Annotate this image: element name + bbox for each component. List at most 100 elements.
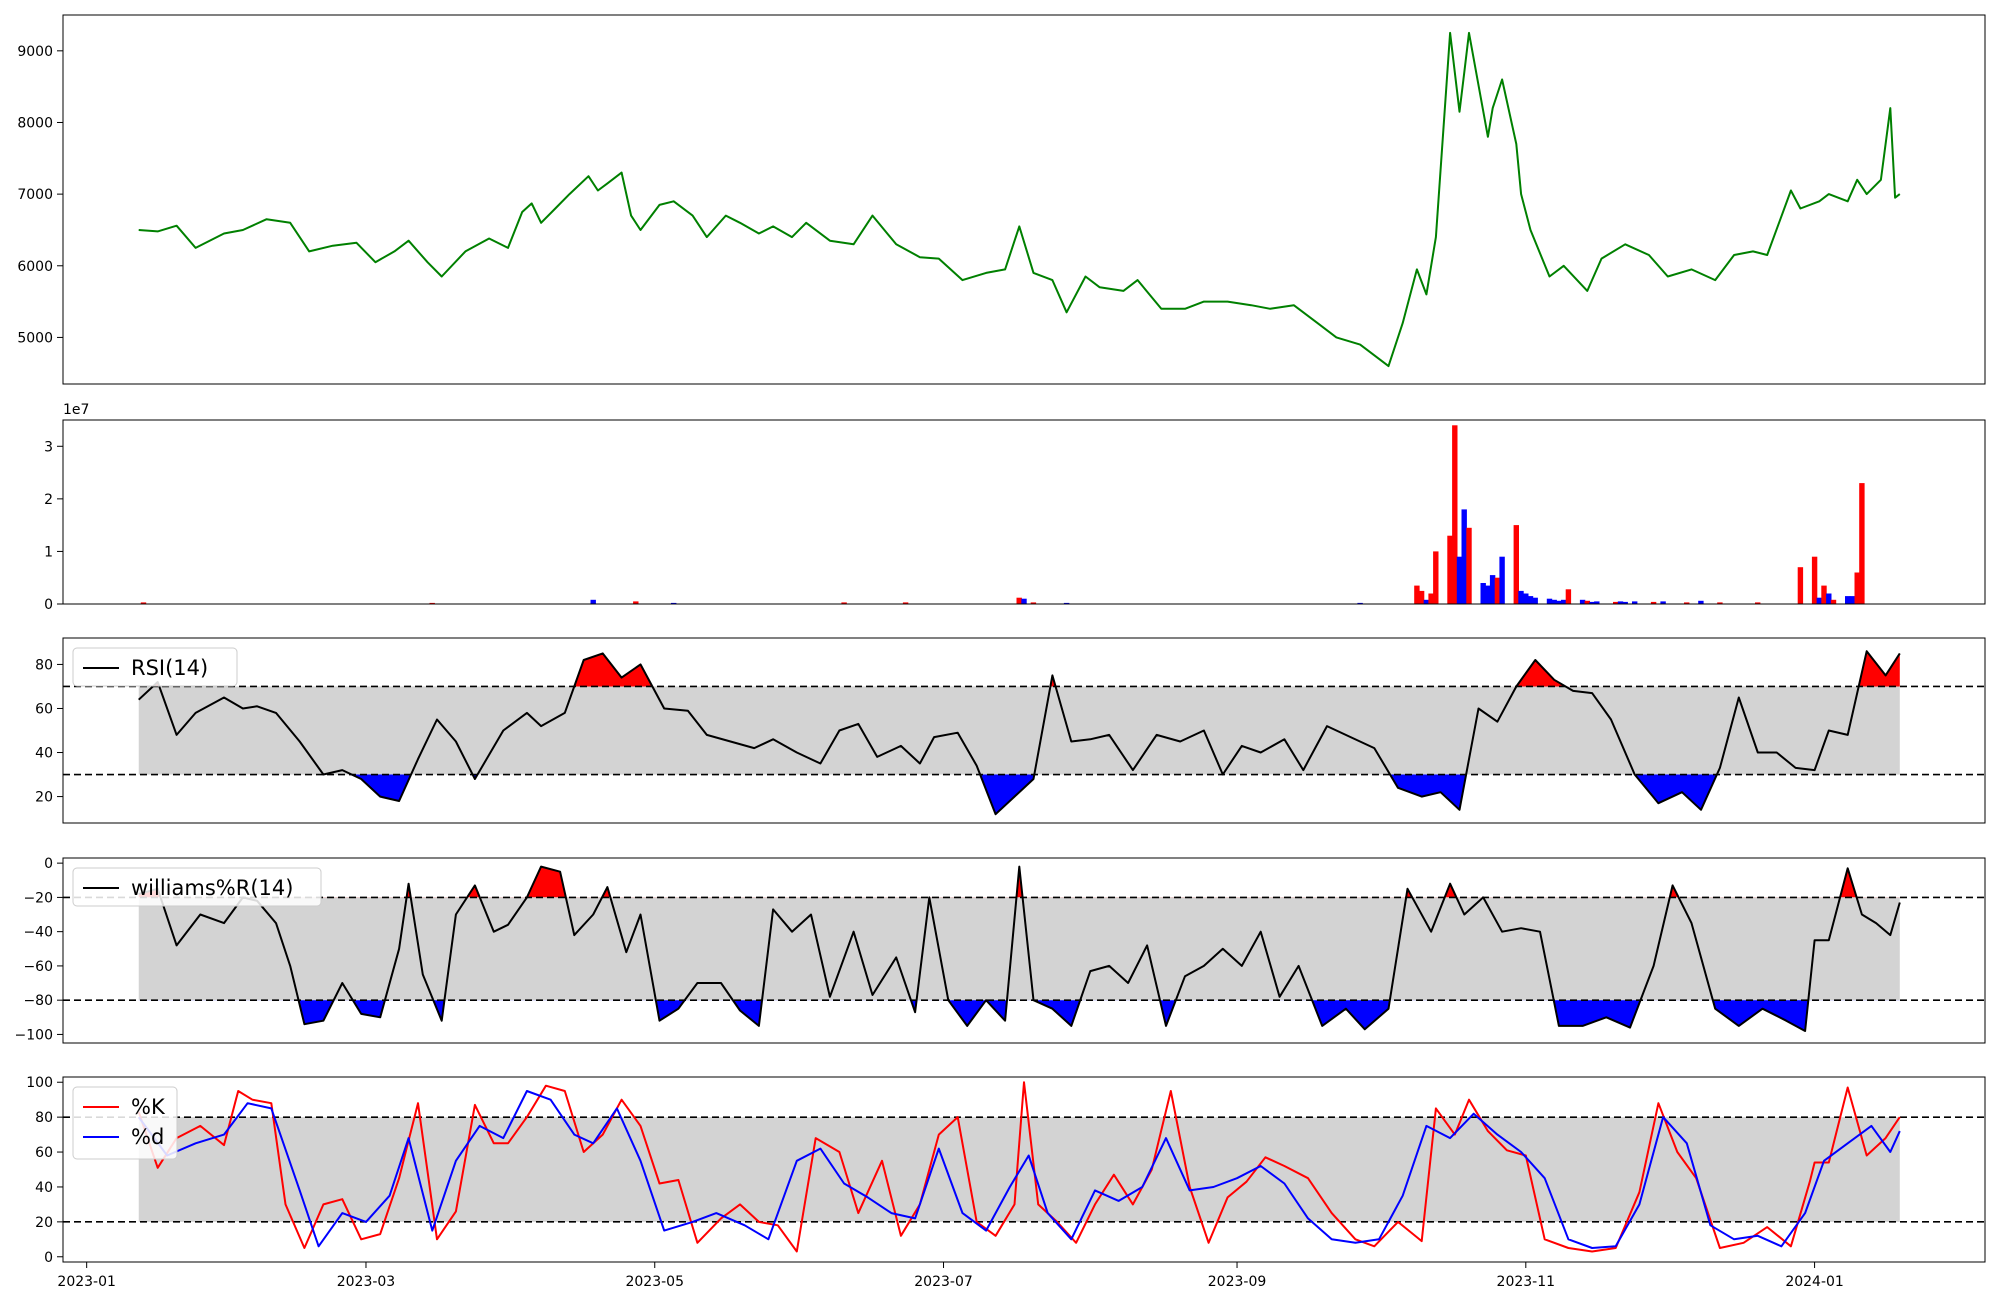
x-tick-label: 2023-11: [1497, 1274, 1556, 1290]
legend-label: williams%R(14): [131, 876, 293, 900]
volume-bar: [1447, 535, 1453, 604]
volume-bar: [1551, 599, 1557, 604]
volume-bar: [1546, 598, 1553, 604]
x-tick-label: 2023-03: [337, 1274, 396, 1290]
y-tick-label: 0: [44, 856, 53, 872]
volume-bar: [1622, 601, 1628, 604]
volume-bar: [1357, 602, 1363, 604]
y-tick-label: −100: [15, 1027, 53, 1043]
volume-bar: [1660, 601, 1666, 604]
y-tick-label: 3: [44, 439, 53, 455]
volume-offset-label: 1e7: [63, 402, 89, 418]
series-line: [137, 1090, 1901, 1249]
y-tick-label: 80: [35, 1110, 53, 1126]
x-axis: 2023-01 2023-03 2023-05 2023-07 2023-09 2023-…: [57, 1262, 1844, 1290]
volume-bar: [1594, 601, 1600, 604]
volume-bar: [1532, 597, 1538, 604]
volume-bar: [1821, 585, 1827, 604]
y-tick-label: −40: [23, 925, 53, 941]
panel-frame: [62, 857, 1986, 1044]
y-tick-label: 40: [35, 1180, 53, 1196]
overbought-fill: [138, 651, 1900, 687]
y-tick-label: 100: [26, 1075, 53, 1091]
neutral-band: [138, 686, 1900, 775]
volume-bar: [1797, 567, 1804, 604]
volume-bar: [1414, 585, 1420, 604]
panel-frame: [62, 14, 1986, 385]
y-tick-label: −60: [23, 959, 53, 975]
series-line: [138, 865, 1901, 1032]
y-tick-label: 1: [44, 544, 53, 560]
volume-bar: [1845, 596, 1851, 604]
x-tick-label: 2023-07: [914, 1274, 973, 1290]
volume-bar: [1466, 527, 1472, 604]
volume-bar: [1518, 590, 1524, 604]
neutral-band: [138, 897, 1900, 1001]
volume-bar: [1456, 556, 1463, 604]
volume-bar: [1030, 602, 1037, 604]
volume-bar: [1485, 585, 1491, 604]
volume-bar: [1499, 556, 1505, 604]
volume-bar: [1650, 601, 1657, 604]
series-line: [137, 1081, 1901, 1253]
x-tick-label: 2024-01: [1785, 1274, 1844, 1290]
volume-bar: [1579, 599, 1586, 604]
volume-bar: [1684, 602, 1690, 604]
legend-box: [72, 647, 238, 687]
volume-bar: [1613, 601, 1619, 604]
volume-bar: [1418, 590, 1425, 604]
legend-label: %d: [131, 1125, 164, 1149]
volume-bar: [1063, 602, 1070, 604]
y-tick-label: 6000: [17, 259, 53, 275]
volume-bar: [1461, 509, 1467, 604]
y-tick-label: 60: [35, 1145, 53, 1161]
legend-box: [72, 1086, 178, 1160]
volume-bar: [1433, 551, 1439, 604]
panel-frame: [62, 637, 1986, 824]
volume-bar: [1849, 596, 1856, 604]
volume-bar: [1632, 601, 1638, 604]
volume-bar: [902, 602, 909, 604]
legend-label: RSI(14): [131, 656, 208, 680]
volume-bar: [1589, 601, 1595, 604]
volume-bar: [1480, 583, 1486, 604]
y-tick-label: 7000: [17, 187, 53, 203]
overbought-fill: [138, 866, 1900, 898]
legend-box: [72, 867, 322, 907]
volume-bar: [1556, 600, 1562, 604]
volume-bar: [1830, 599, 1837, 604]
y-tick-label: 20: [35, 790, 53, 806]
panel-frame: [62, 1076, 1986, 1263]
volume-bar: [1021, 598, 1027, 604]
volume-bar: [1494, 577, 1501, 604]
williams-panel: −100 −80 −60 −40 −20 0 williams%R(14): [15, 856, 1986, 1044]
x-tick-label: 2023-09: [1208, 1274, 1267, 1290]
y-tick-label: 20: [35, 1215, 53, 1231]
price-panel: 5000 6000 7000 8000 9000: [17, 14, 1986, 385]
y-tick-label: 8000: [17, 115, 53, 131]
y-tick-label: 0: [44, 597, 53, 613]
y-tick-label: 9000: [17, 44, 53, 60]
volume-bar: [590, 599, 596, 604]
y-tick-label: 0: [44, 1250, 53, 1266]
volume-bar: [1523, 593, 1529, 604]
volume-bar: [1428, 593, 1434, 604]
volume-bar: [1717, 602, 1723, 604]
volume-bar: [1527, 596, 1534, 604]
rsi-panel: 20 40 60 80 RSI(14): [35, 637, 1986, 824]
y-tick-label: 5000: [17, 330, 53, 346]
y-tick-label: 60: [35, 701, 53, 717]
legend-label: %K: [131, 1095, 166, 1119]
y-tick-label: 40: [35, 746, 53, 762]
oversold-fill: [138, 1000, 1900, 1031]
volume-bar: [1016, 597, 1022, 604]
volume-bar: [1811, 556, 1818, 604]
y-tick-label: 2: [44, 492, 53, 508]
volume-panel: 0 1 2 3 1e7: [44, 402, 1986, 613]
volume-bar: [1565, 589, 1572, 604]
price-line: [138, 31, 1901, 368]
volume-bar: [1816, 597, 1822, 604]
volume-bar: [1755, 602, 1761, 604]
volume-bar: [1452, 425, 1458, 604]
